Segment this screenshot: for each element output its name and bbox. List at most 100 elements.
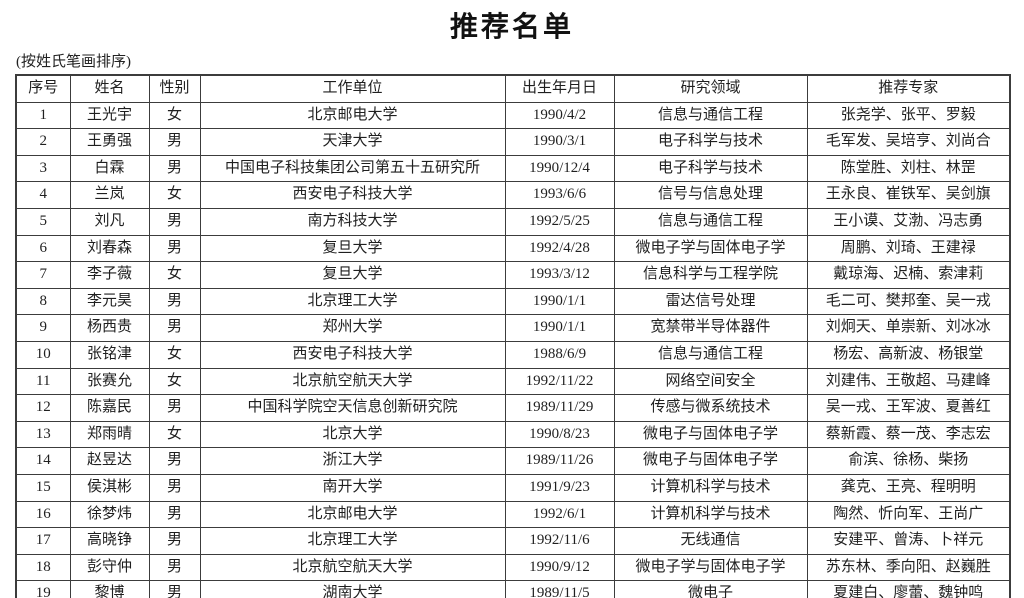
table-row: 2 王勇强男天津大学 1990/3/1 电子科学与技术 毛军发、吴培亨、刘尚合 <box>15 128 1011 156</box>
table-cell: 17 <box>15 527 71 555</box>
table-cell: 刘炯天、单崇新、刘冰冰 <box>806 314 1011 342</box>
table-row: 16 徐梦炜男北京邮电大学 1992/6/1 计算机科学与技术 陶然、忻向军、王尚广 <box>15 500 1011 529</box>
table-cell: 1990/1/1 <box>504 287 615 316</box>
table-cell: 王勇强 <box>69 128 150 156</box>
table-cell: 北京理工大学 <box>199 287 506 316</box>
column-header-2: 性别 <box>148 74 201 103</box>
table-cell: 吴一戎、王军波、夏善红 <box>806 394 1011 422</box>
table-cell: 男 <box>148 553 201 582</box>
table-cell: 北京理工大学 <box>199 527 506 555</box>
table-cell: 男 <box>148 207 201 236</box>
table-cell: 李子薇 <box>69 261 150 289</box>
table-cell: 信息科学与工程学院 <box>613 261 808 289</box>
table-cell: 无线通信 <box>613 527 808 555</box>
table-cell: 12 <box>15 394 71 422</box>
table-cell: 刘凡 <box>69 207 150 236</box>
table-cell: 张铭津 <box>69 340 150 369</box>
table-cell: 男 <box>148 287 201 316</box>
table-cell: 女 <box>148 340 201 369</box>
table-cell: 3 <box>15 154 71 183</box>
table-cell: 张赛允 <box>69 367 150 396</box>
column-header-4: 出生年月日 <box>504 74 615 103</box>
column-header-1: 姓名 <box>69 74 150 103</box>
table-cell: 9 <box>15 314 71 342</box>
table-row: 15 侯淇彬男南开大学 1991/9/23 计算机科学与技术 龚克、王亮、程明明 <box>15 473 1011 502</box>
table-cell: 侯淇彬 <box>69 473 150 502</box>
table-cell: 6 <box>15 234 71 263</box>
table-cell: 毛军发、吴培亨、刘尚合 <box>806 128 1011 156</box>
table-cell: 16 <box>15 500 71 529</box>
table-row: 3 白霖男中国电子科技集团公司第五十五研究所 1990/12/4 电子科学与技术 陈堂胜… <box>15 154 1011 183</box>
table-cell: 14 <box>15 447 71 475</box>
table-cell: 1993/6/6 <box>504 181 615 209</box>
table-cell: 信息与通信工程 <box>613 207 808 236</box>
table-cell: 7 <box>15 261 71 289</box>
table-cell: 龚克、王亮、程明明 <box>806 473 1011 502</box>
table-cell: 传感与微系统技术 <box>613 394 808 422</box>
table-header: 序号 姓名 性别 工作单位 出生年月日 研究领域 推荐专家 <box>15 74 1011 103</box>
table-cell: 杨西贵 <box>69 314 150 342</box>
table-cell: 安建平、曾涛、卜祥元 <box>806 527 1011 555</box>
table-cell: 北京邮电大学 <box>199 500 506 529</box>
table-cell: 信号与信息处理 <box>613 181 808 209</box>
table-cell: 兰岚 <box>69 181 150 209</box>
table-row: 13 郑雨晴女北京大学 1990/8/23 微电子与固体电子学 蔡新霞、蔡一茂、李志宏 <box>15 420 1011 449</box>
table-cell: 男 <box>148 473 201 502</box>
table-cell: 1989/11/5 <box>504 580 615 598</box>
table-cell: 男 <box>148 154 201 183</box>
table-cell: 男 <box>148 394 201 422</box>
table-cell: 男 <box>148 447 201 475</box>
table-cell: 刘建伟、王敬超、马建峰 <box>806 367 1011 396</box>
table-cell: 中国科学院空天信息创新研究院 <box>199 394 506 422</box>
table-cell: 微电子与固体电子学 <box>613 420 808 449</box>
table-cell: 中国电子科技集团公司第五十五研究所 <box>199 154 506 183</box>
table-cell: 俞滨、徐杨、柴扬 <box>806 447 1011 475</box>
table-cell: 1992/6/1 <box>504 500 615 529</box>
table-cell: 电子科学与技术 <box>613 128 808 156</box>
table-cell: 女 <box>148 181 201 209</box>
table-cell: 19 <box>15 580 71 598</box>
table-cell: 北京航空航天大学 <box>199 553 506 582</box>
table-cell: 北京大学 <box>199 420 506 449</box>
column-header-6: 推荐专家 <box>806 74 1011 103</box>
table-cell: 王光宇 <box>69 101 150 130</box>
table-cell: 苏东林、季向阳、赵巍胜 <box>806 553 1011 582</box>
table-cell: 男 <box>148 314 201 342</box>
table-cell: 1992/11/22 <box>504 367 615 396</box>
table-cell: 女 <box>148 367 201 396</box>
table-cell: 1992/11/6 <box>504 527 615 555</box>
table-cell: 陶然、忻向军、王尚广 <box>806 500 1011 529</box>
table-cell: 1990/8/23 <box>504 420 615 449</box>
table-cell: 复旦大学 <box>199 234 506 263</box>
table-row: 6 刘春森男复旦大学 1992/4/28 微电子学与固体电子学 周鹏、刘琦、王建禄 <box>15 234 1011 263</box>
table-cell: 11 <box>15 367 71 396</box>
table-cell: 郑雨晴 <box>69 420 150 449</box>
table-cell: 1992/4/28 <box>504 234 615 263</box>
table-row: 11 张赛允女北京航空航天大学 1992/11/22 网络空间安全 刘建伟、王敬超、马建… <box>15 367 1011 396</box>
table-cell: 西安电子科技大学 <box>199 340 506 369</box>
recommendation-table: 序号 姓名 性别 工作单位 出生年月日 研究领域 推荐专家 1 王光宇女北京邮电大学 1990/… <box>15 74 1011 598</box>
table-cell: 宽禁带半导体器件 <box>613 314 808 342</box>
table-cell: 2 <box>15 128 71 156</box>
table-cell: 电子科学与技术 <box>613 154 808 183</box>
table-row: 1 王光宇女北京邮电大学 1990/4/2 信息与通信工程 张尧学、张平、罗毅 <box>15 101 1011 130</box>
table-row: 17 高晓铮男北京理工大学 1992/11/6 无线通信 安建平、曾涛、卜祥元 <box>15 527 1011 555</box>
table-cell: 天津大学 <box>199 128 506 156</box>
table-cell: 张尧学、张平、罗毅 <box>806 101 1011 130</box>
table-cell: 北京邮电大学 <box>199 101 506 130</box>
table-cell: 男 <box>148 128 201 156</box>
column-header-5: 研究领域 <box>613 74 808 103</box>
table-cell: 男 <box>148 580 201 598</box>
table-row: 7 李子薇女复旦大学 1993/3/12 信息科学与工程学院 戴琼海、迟楠、索津莉 <box>15 261 1011 289</box>
table-cell: 男 <box>148 500 201 529</box>
table-cell: 杨宏、高新波、杨银堂 <box>806 340 1011 369</box>
table-cell: 18 <box>15 553 71 582</box>
table-cell: 浙江大学 <box>199 447 506 475</box>
table-row: 5 刘凡男南方科技大学 1992/5/25 信息与通信工程 王小谟、艾渤、冯志勇 <box>15 207 1011 236</box>
table-cell: 徐梦炜 <box>69 500 150 529</box>
table-cell: 王小谟、艾渤、冯志勇 <box>806 207 1011 236</box>
table-cell: 微电子与固体电子学 <box>613 447 808 475</box>
table-cell: 1989/11/29 <box>504 394 615 422</box>
table-row: 18 彭守仲男北京航空航天大学 1990/9/12 微电子学与固体电子学 苏东林、季向阳… <box>15 553 1011 582</box>
